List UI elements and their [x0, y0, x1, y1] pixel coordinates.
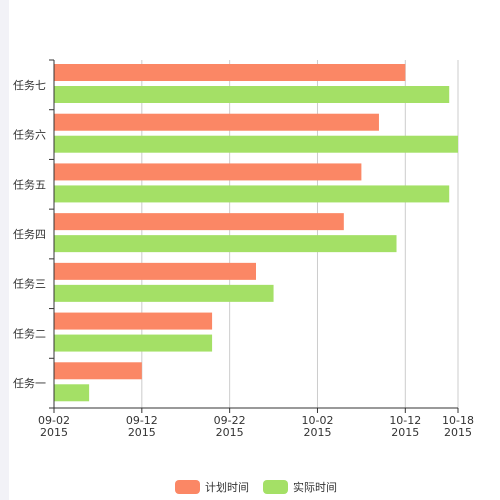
- bar-plan: [54, 312, 213, 330]
- x-tick-year-label: 2015: [128, 426, 156, 439]
- category-label: 任务二: [13, 327, 46, 340]
- bar-actual: [54, 334, 213, 352]
- bar-plan: [54, 163, 362, 181]
- category-label: 任务六: [13, 129, 46, 142]
- category-label: 任务一: [13, 377, 46, 390]
- bar-actual: [54, 86, 450, 103]
- category-label: 任务七: [13, 79, 46, 92]
- bar-plan: [54, 362, 142, 380]
- bar-actual: [54, 235, 397, 253]
- bar-actual: [54, 185, 450, 203]
- legend-swatch: [263, 480, 288, 494]
- legend-swatch: [175, 480, 200, 494]
- x-tick-year-label: 2015: [40, 426, 68, 439]
- category-label: 任务五: [13, 178, 46, 191]
- bar-actual: [54, 284, 274, 302]
- x-tick-label: 10-02: [301, 414, 333, 427]
- bar-actual: [54, 135, 458, 153]
- legend-label: 计划时间: [205, 481, 249, 494]
- bar-plan: [54, 64, 406, 81]
- x-tick-label: 09-12: [126, 414, 158, 427]
- category-label: 任务三: [13, 278, 46, 291]
- bar-plan: [54, 213, 344, 231]
- x-tick-label: 10-12: [389, 414, 421, 427]
- x-tick-label: 09-22: [214, 414, 246, 427]
- x-tick-year-label: 2015: [391, 426, 419, 439]
- x-tick-label: 09-02: [38, 414, 70, 427]
- bar-plan: [54, 262, 256, 280]
- x-tick-year-label: 2015: [444, 426, 472, 439]
- x-tick-year-label: 2015: [216, 426, 244, 439]
- left-edge-strip: [0, 0, 9, 500]
- x-tick-year-label: 2015: [303, 426, 331, 439]
- bar-plan: [54, 113, 379, 131]
- bar-actual: [54, 384, 90, 402]
- x-tick-label: 10-18: [442, 414, 474, 427]
- category-label: 任务四: [13, 228, 46, 241]
- legend-label: 实际时间: [293, 480, 337, 494]
